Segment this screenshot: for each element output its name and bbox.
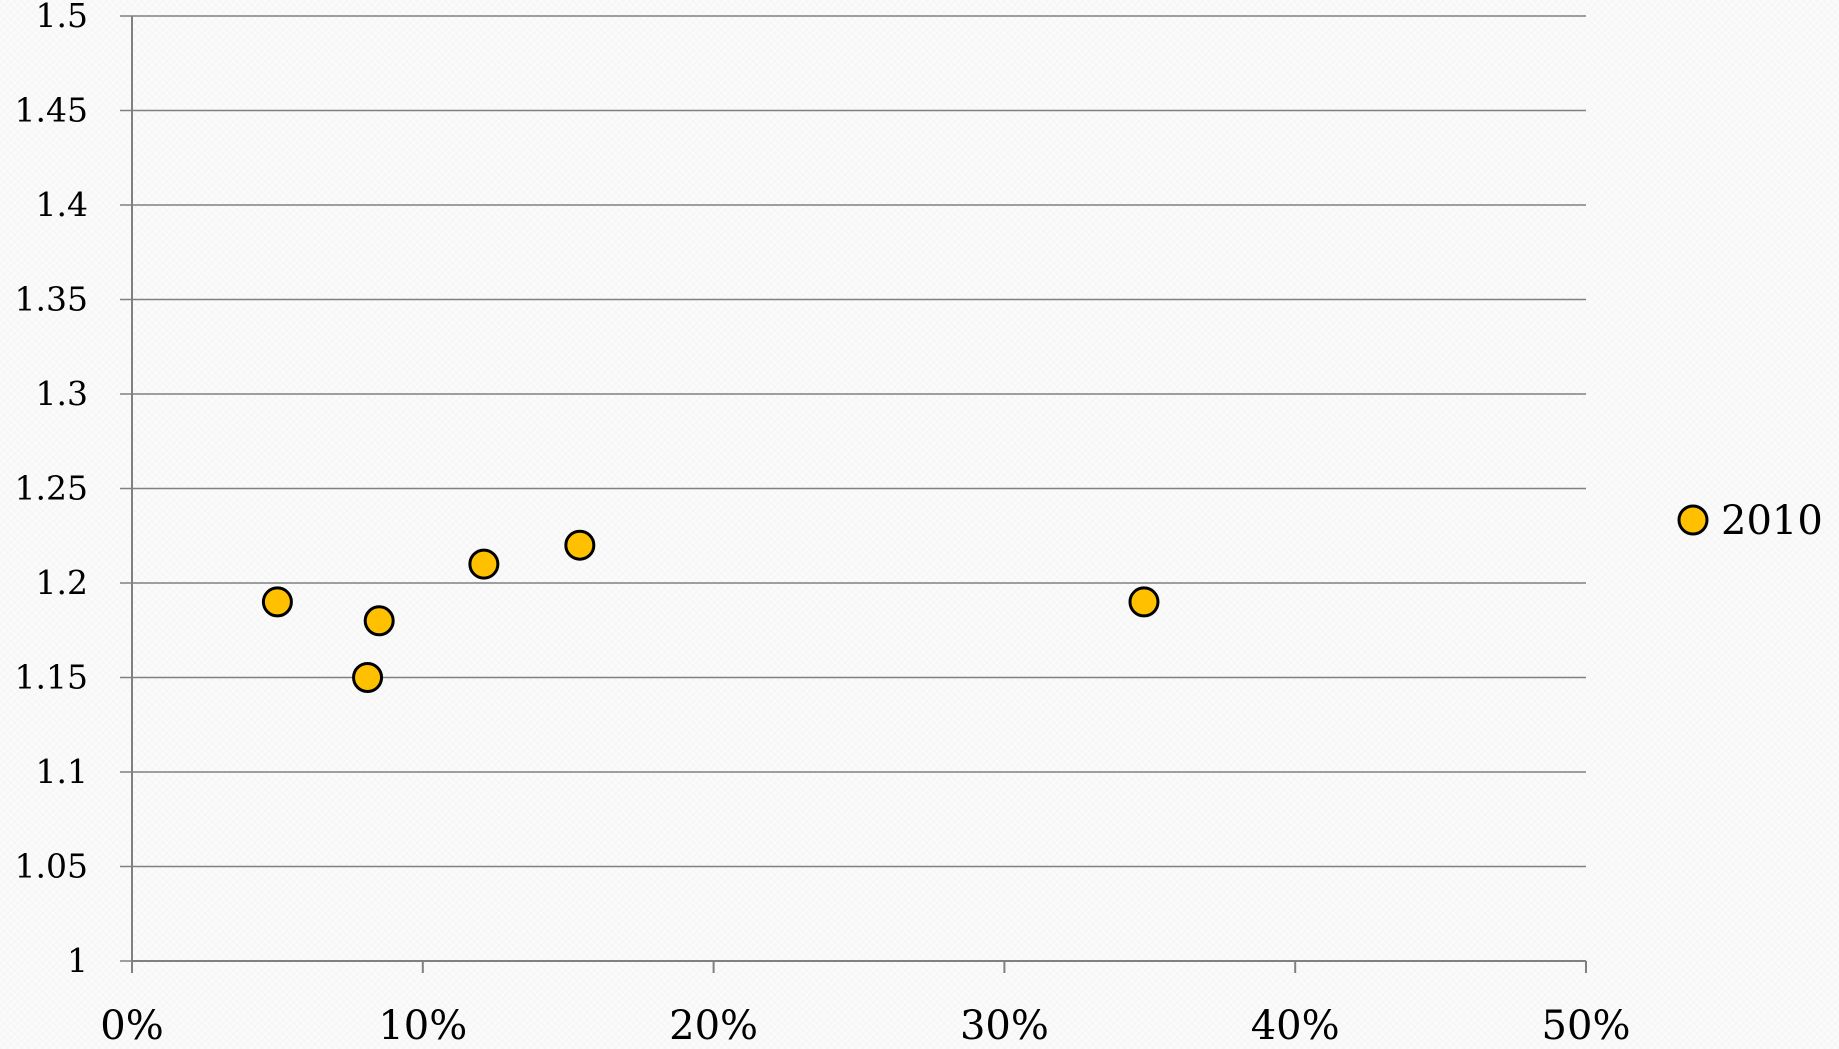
y-tick-label: 1.3 (36, 374, 88, 413)
x-tick-label: 40% (1251, 1003, 1340, 1049)
x-axis-tick-labels: 0% 10% 20% 30% 40% 50% (100, 1003, 1630, 1049)
data-points (261, 529, 1160, 693)
x-tick-label: 20% (669, 1003, 758, 1049)
y-tick-label: 1.4 (36, 185, 88, 224)
x-tick-label: 30% (960, 1003, 1049, 1049)
y-tick-label: 1 (67, 941, 88, 980)
y-tick-label: 1.5 (36, 0, 88, 35)
y-tick-label: 1.2 (36, 563, 88, 602)
data-point (564, 529, 596, 561)
data-point (1128, 586, 1160, 618)
y-tick-label: 1.05 (15, 847, 88, 886)
data-point (261, 586, 293, 618)
data-point (352, 662, 384, 693)
y-axis-tick-labels: 1 1.05 1.1 1.15 1.2 1.25 1.3 1.35 1.4 1.45 1.5 (15, 0, 88, 980)
y-tick-label: 1.45 (15, 91, 88, 130)
axes (131, 16, 1587, 973)
legend-marker-2010 (1677, 504, 1709, 536)
x-tick-label: 0% (100, 1003, 163, 1049)
data-point (363, 605, 395, 637)
legend: 2010 (1677, 498, 1823, 544)
x-tick-label: 50% (1542, 1003, 1631, 1049)
legend-label-2010: 2010 (1721, 498, 1823, 544)
gridlines (120, 15, 1586, 962)
data-point (468, 548, 500, 580)
y-tick-label: 1.35 (15, 280, 88, 319)
x-tick-label: 10% (378, 1003, 467, 1049)
y-tick-label: 1.1 (36, 752, 88, 791)
y-tick-label: 1.15 (15, 658, 88, 697)
y-tick-label: 1.25 (15, 469, 88, 508)
